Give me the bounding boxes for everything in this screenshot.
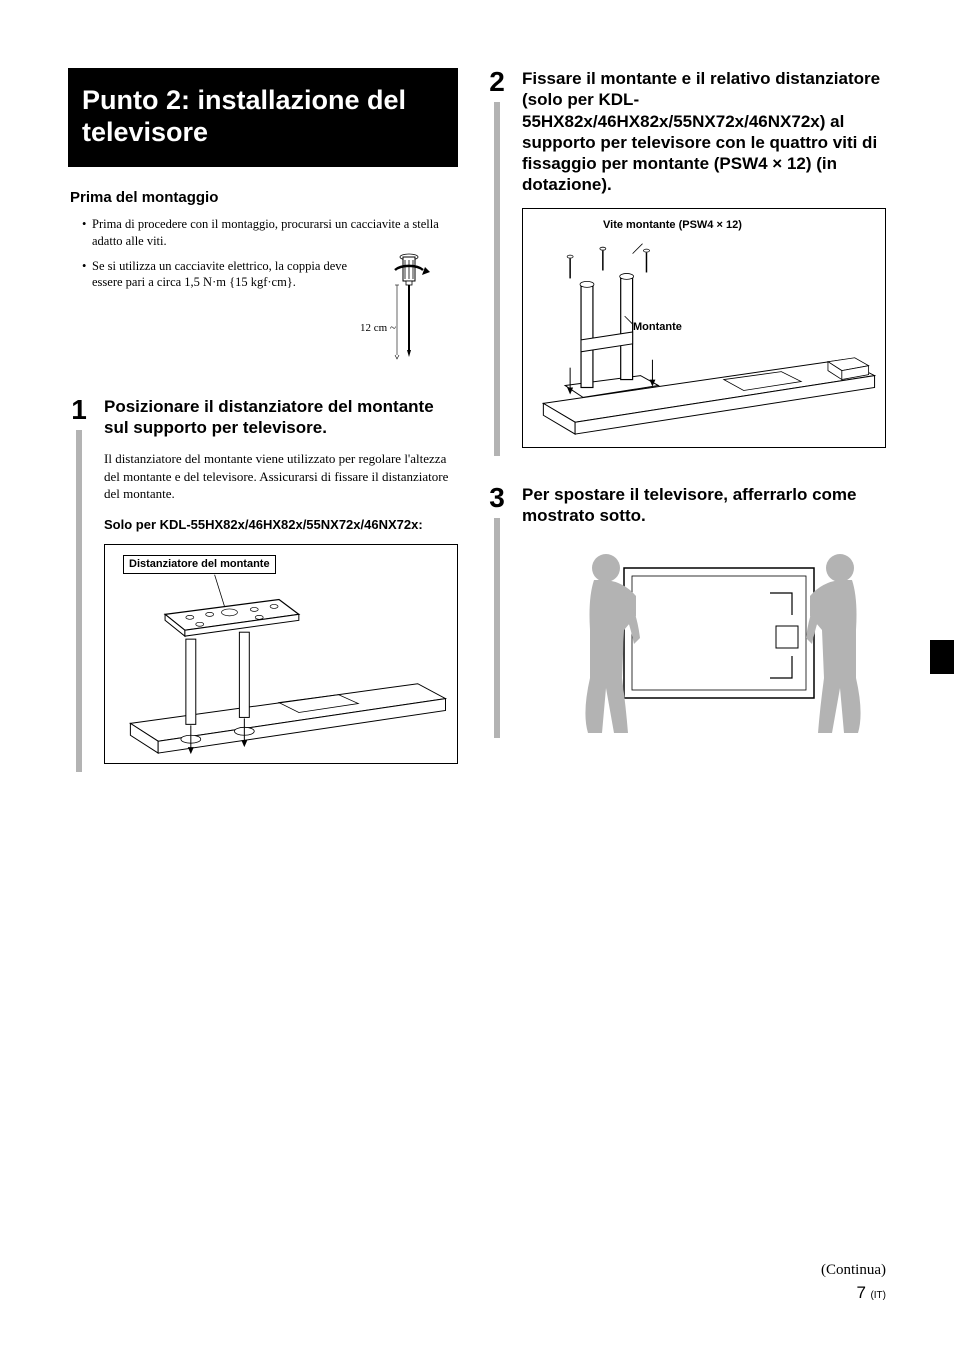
screwdriver-label: 12 cm ~ bbox=[360, 322, 396, 334]
screwdriver-figure: 12 cm ~ bbox=[358, 252, 458, 378]
main-title: Punto 2: installazione del televisore bbox=[68, 68, 458, 167]
step-1-callout: Distanziatore del montante bbox=[123, 555, 276, 574]
step-1-title: Posizionare il distanziatore del montant… bbox=[104, 396, 458, 439]
step-2: 2 Fissare il montante e il relativo dist… bbox=[486, 68, 886, 456]
bullet-list-torque: Se si utilizza un cacciavite elettrico, … bbox=[68, 258, 350, 295]
step-3-title: Per spostare il televisore, afferrarlo c… bbox=[522, 484, 886, 527]
bullet-item: Se si utilizza un cacciavite elettrico, … bbox=[82, 258, 350, 292]
step-number: 1 bbox=[71, 396, 87, 424]
step-bar bbox=[76, 430, 82, 772]
step-2-title: Fissare il montante e il relativo distan… bbox=[522, 68, 886, 196]
step-bar bbox=[494, 102, 500, 456]
pre-assembly-heading: Prima del montaggio bbox=[68, 189, 458, 206]
screwdriver-icon bbox=[369, 252, 447, 362]
step-3-diagram bbox=[522, 538, 886, 738]
page-content: Punto 2: installazione del televisore Pr… bbox=[0, 0, 954, 812]
step-1: 1 Posizionare il distanziatore del monta… bbox=[68, 396, 458, 772]
step-1-model-note: Solo per KDL-55HX82x/46HX82x/55NX72x/46N… bbox=[104, 517, 458, 534]
screwdriver-row: Se si utilizza un cacciavite elettrico, … bbox=[68, 258, 458, 378]
stand-diagram-icon bbox=[523, 209, 885, 447]
footer-lang: (IT) bbox=[870, 1290, 886, 1301]
footer-continue: (Continua) bbox=[821, 1262, 886, 1279]
carrying-diagram-icon bbox=[522, 538, 886, 738]
step-1-desc: Il distanziatore del montante viene util… bbox=[104, 450, 458, 503]
footer-page-number: 7 bbox=[857, 1283, 866, 1302]
right-column: 2 Fissare il montante e il relativo dist… bbox=[486, 68, 886, 772]
step-1-body: Posizionare il distanziatore del montant… bbox=[104, 396, 458, 772]
step-3-body: Per spostare il televisore, afferrarlo c… bbox=[522, 484, 886, 739]
step-bar bbox=[494, 518, 500, 739]
page-footer: (Continua) 7 (IT) bbox=[821, 1262, 886, 1303]
spacer-diagram-icon bbox=[105, 545, 457, 763]
step-3: 3 Per spostare il televisore, afferrarlo… bbox=[486, 484, 886, 739]
step-number: 2 bbox=[489, 68, 505, 96]
step-number: 3 bbox=[489, 484, 505, 512]
callout-screw-text: Vite montante (PSW4 × 12) bbox=[603, 219, 742, 231]
left-column: Punto 2: installazione del televisore Pr… bbox=[68, 68, 458, 772]
step-num-col: 2 bbox=[486, 68, 508, 456]
footer-page-wrap: 7 (IT) bbox=[821, 1283, 886, 1303]
step-2-diagram: Vite montante (PSW4 × 12) Montante bbox=[522, 208, 886, 448]
step-2-body: Fissare il montante e il relativo distan… bbox=[522, 68, 886, 456]
pre-assembly-list: Prima di procedere con il montaggio, pro… bbox=[68, 216, 458, 250]
step-num-col: 3 bbox=[486, 484, 508, 739]
step-1-diagram: Distanziatore del montante bbox=[104, 544, 458, 764]
side-tab bbox=[930, 640, 954, 674]
step-2-callout-screw: Vite montante (PSW4 × 12) bbox=[603, 219, 742, 232]
step-2-callout-stand: Montante bbox=[633, 321, 682, 334]
step-num-col: 1 bbox=[68, 396, 90, 772]
bullet-item: Prima di procedere con il montaggio, pro… bbox=[82, 216, 458, 250]
